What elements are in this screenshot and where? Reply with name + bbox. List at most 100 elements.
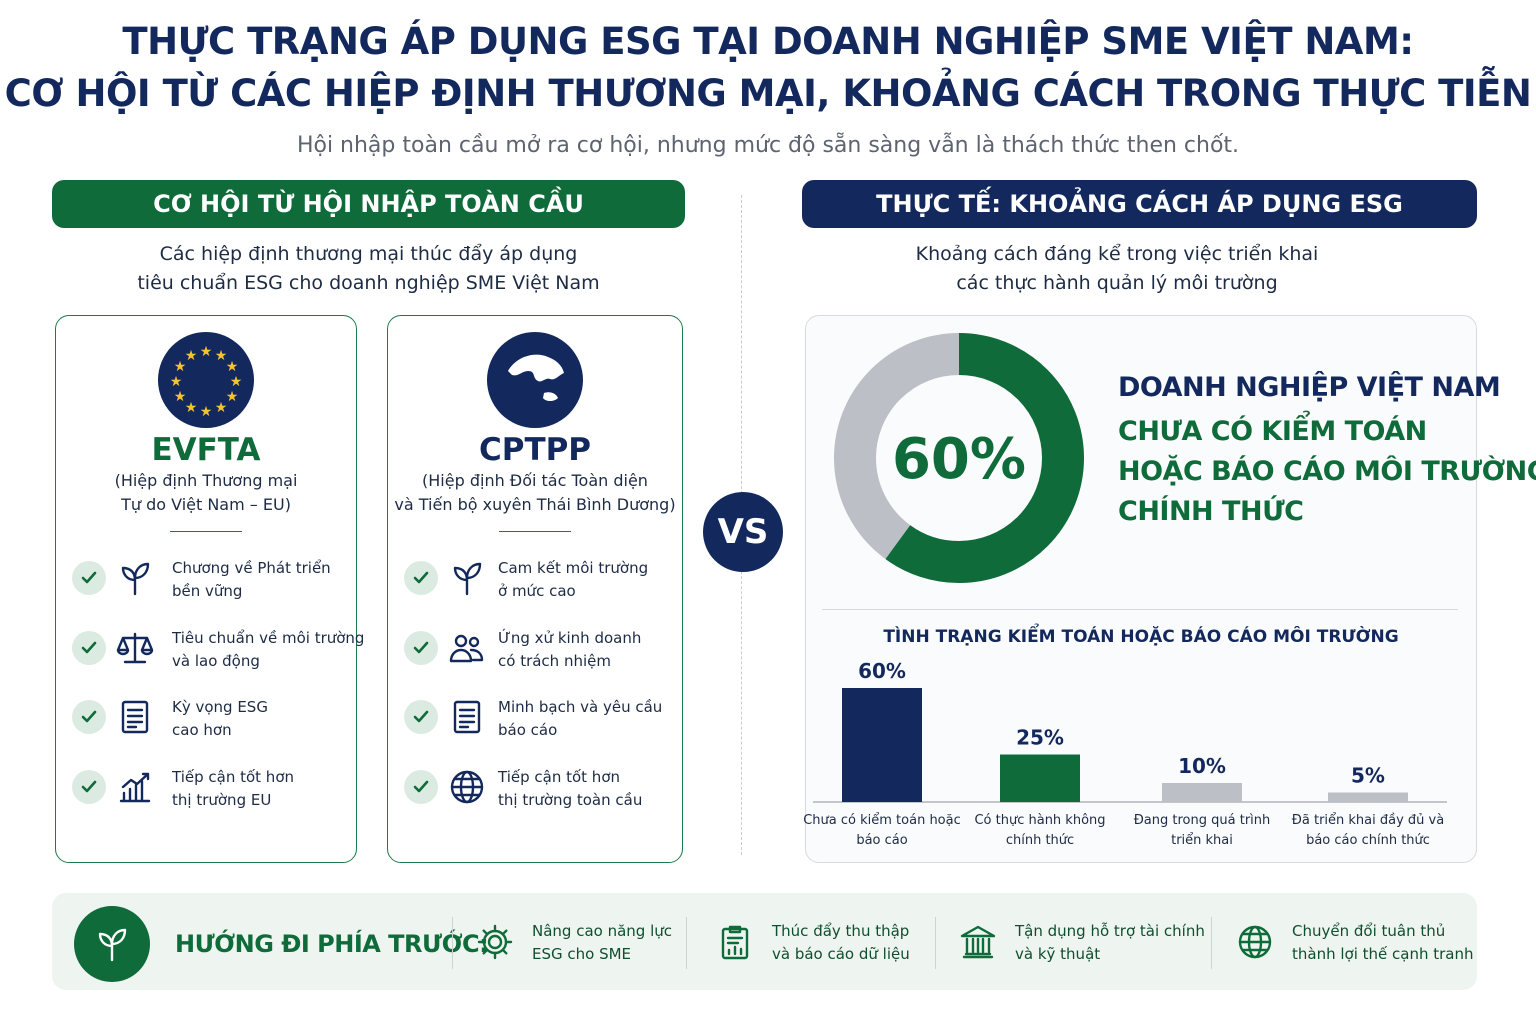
footer-separator bbox=[686, 917, 687, 969]
category-label: Có thực hành không chính thức bbox=[974, 813, 1106, 848]
title-line: THỰC TRẠNG ÁP DỤNG ESG TẠI DOANH NGHIỆP … bbox=[122, 20, 1414, 63]
icon bbox=[98, 928, 127, 962]
footer-separator bbox=[1211, 917, 1212, 969]
svg-text:★: ★ bbox=[226, 359, 239, 375]
footer-text: Thúc đẩy thu thập bbox=[772, 922, 910, 940]
item-text: thị trường EU bbox=[172, 790, 272, 809]
subtitle: Hội nhập toàn cầu mở ra cơ hội, nhưng mứ… bbox=[296, 133, 1240, 158]
bar bbox=[842, 688, 922, 802]
item-text: bền vững bbox=[172, 582, 243, 600]
footer-separator bbox=[935, 917, 936, 969]
footer-text: và báo cáo dữ liệu bbox=[772, 945, 910, 963]
check bbox=[404, 769, 438, 804]
icon bbox=[453, 562, 482, 596]
item-text: ở mức cao bbox=[498, 582, 576, 600]
item-icon bbox=[115, 628, 155, 672]
agreement-emblem: ★ ★ ★ ★ ★ ★ ★ ★ ★ ★ ★ ★ bbox=[157, 331, 255, 429]
footer-text: thành lợi thế cạnh tranh bbox=[1292, 945, 1474, 963]
footer-icon bbox=[958, 922, 998, 966]
highlight-line: CHƯA CÓ KIỂM TOÁN bbox=[1118, 416, 1427, 447]
footer-separator bbox=[452, 917, 453, 969]
agreement-desc: và Tiến bộ xuyên Thái Bình Dương) bbox=[394, 495, 676, 514]
rule bbox=[499, 531, 571, 532]
title-line: CƠ HỘI TỪ CÁC HIỆP ĐỊNH THƯƠNG MẠI, KHOẢ… bbox=[4, 72, 1532, 115]
icon bbox=[477, 924, 513, 960]
item-text: Tiêu chuẩn về môi trường bbox=[172, 628, 365, 647]
footer-label: HƯỚNG ĐI PHÍA TRƯỚC: bbox=[175, 930, 489, 958]
item-text: Cam kết môi trường bbox=[498, 559, 649, 577]
item-text: Chương về Phát triển bbox=[172, 559, 331, 577]
category-label: Chưa có kiểm toán hoặc báo cáo bbox=[803, 813, 961, 848]
right-intro: các thực hành quản lý môi trường bbox=[956, 272, 1278, 294]
check bbox=[404, 700, 438, 734]
category-label: Đang trong quá trình triển khai bbox=[1133, 813, 1271, 848]
svg-text:★: ★ bbox=[185, 400, 198, 416]
svg-text:★: ★ bbox=[230, 374, 243, 390]
svg-text:★: ★ bbox=[215, 400, 228, 416]
bar-value-label: 60% bbox=[858, 659, 906, 683]
agreement-name: EVFTA bbox=[151, 432, 261, 468]
svg-text:★: ★ bbox=[170, 374, 183, 390]
icon bbox=[121, 562, 150, 596]
item-icon bbox=[447, 767, 487, 811]
highlight-line: DOANH NGHIỆP VIỆT NAM bbox=[1118, 372, 1501, 403]
agreement-desc: Tự do Việt Nam – EU) bbox=[121, 495, 291, 514]
icon bbox=[453, 700, 481, 734]
footer-icon bbox=[715, 922, 755, 966]
left-intro: Các hiệp định thương mại thúc đẩy áp dụn… bbox=[159, 243, 578, 265]
icon bbox=[450, 770, 484, 803]
item-text: Tiếp cận tốt hơn bbox=[498, 767, 620, 786]
highlight-line: CHÍNH THỨC bbox=[1118, 496, 1304, 527]
bar bbox=[1000, 754, 1080, 802]
bar-chart-title: TÌNH TRẠNG KIỂM TOÁN HOẶC BÁO CÁO MÔI TR… bbox=[883, 627, 1399, 647]
donut-slice bbox=[834, 333, 1084, 583]
donut-label: 60% bbox=[892, 427, 1026, 492]
svg-text:★: ★ bbox=[226, 389, 239, 405]
footer-text: Nâng cao năng lực bbox=[532, 922, 673, 940]
item-icon bbox=[115, 558, 155, 602]
check bbox=[72, 561, 106, 595]
separator bbox=[822, 609, 1458, 610]
agreement-emblem bbox=[486, 331, 584, 429]
footer-text: Tận dụng hỗ trợ tài chính bbox=[1015, 922, 1205, 940]
item-text: cao hơn bbox=[172, 721, 232, 739]
check bbox=[404, 561, 438, 595]
left-intro: tiêu chuẩn ESG cho doanh nghiệp SME Việt… bbox=[137, 272, 600, 294]
footer-text: ESG cho SME bbox=[532, 945, 632, 963]
item-icon bbox=[115, 767, 155, 811]
item-text: Tiếp cận tốt hơn bbox=[172, 767, 294, 786]
bar-value-label: 10% bbox=[1178, 754, 1226, 778]
icon bbox=[116, 632, 154, 663]
highlight-line: HOẶC BÁO CÁO MÔI TRƯỜNG bbox=[1118, 456, 1536, 487]
item-icon bbox=[447, 558, 487, 602]
svg-text:★: ★ bbox=[200, 344, 213, 360]
item-text: có trách nhiệm bbox=[498, 651, 611, 670]
agreement-name: CPTPP bbox=[478, 432, 592, 468]
check bbox=[404, 630, 438, 665]
item-text: Ứng xử kinh doanh bbox=[498, 628, 642, 647]
right-heading: THỰC TẾ: KHOẢNG CÁCH ÁP DỤNG ESG bbox=[802, 180, 1477, 228]
item-icon bbox=[447, 628, 487, 672]
icon bbox=[119, 772, 151, 802]
left-heading: CƠ HỘI TỪ HỘI NHẬP TOÀN CẦU bbox=[52, 180, 685, 228]
check bbox=[72, 769, 106, 804]
icon bbox=[960, 925, 996, 959]
vs-badge: VS bbox=[703, 492, 783, 572]
rule bbox=[170, 531, 242, 532]
agreement-desc: (Hiệp định Thương mại bbox=[114, 471, 298, 490]
bar bbox=[1328, 792, 1408, 802]
footer-badge bbox=[74, 906, 150, 982]
item-icon bbox=[447, 697, 487, 741]
footer-icon bbox=[1235, 922, 1275, 966]
item-text: báo cáo bbox=[498, 721, 558, 739]
item-text: Minh bạch và yêu cầu bbox=[498, 698, 663, 716]
check bbox=[72, 700, 106, 734]
category-label: Đã triển khai đầy đủ và báo cáo chính th… bbox=[1291, 813, 1445, 848]
bar bbox=[1162, 783, 1242, 802]
item-text: thị trường toàn cầu bbox=[498, 790, 643, 809]
right-intro: Khoảng cách đáng kể trong việc triển kha… bbox=[915, 243, 1319, 265]
svg-text:★: ★ bbox=[215, 348, 228, 364]
svg-text:★: ★ bbox=[185, 348, 198, 364]
